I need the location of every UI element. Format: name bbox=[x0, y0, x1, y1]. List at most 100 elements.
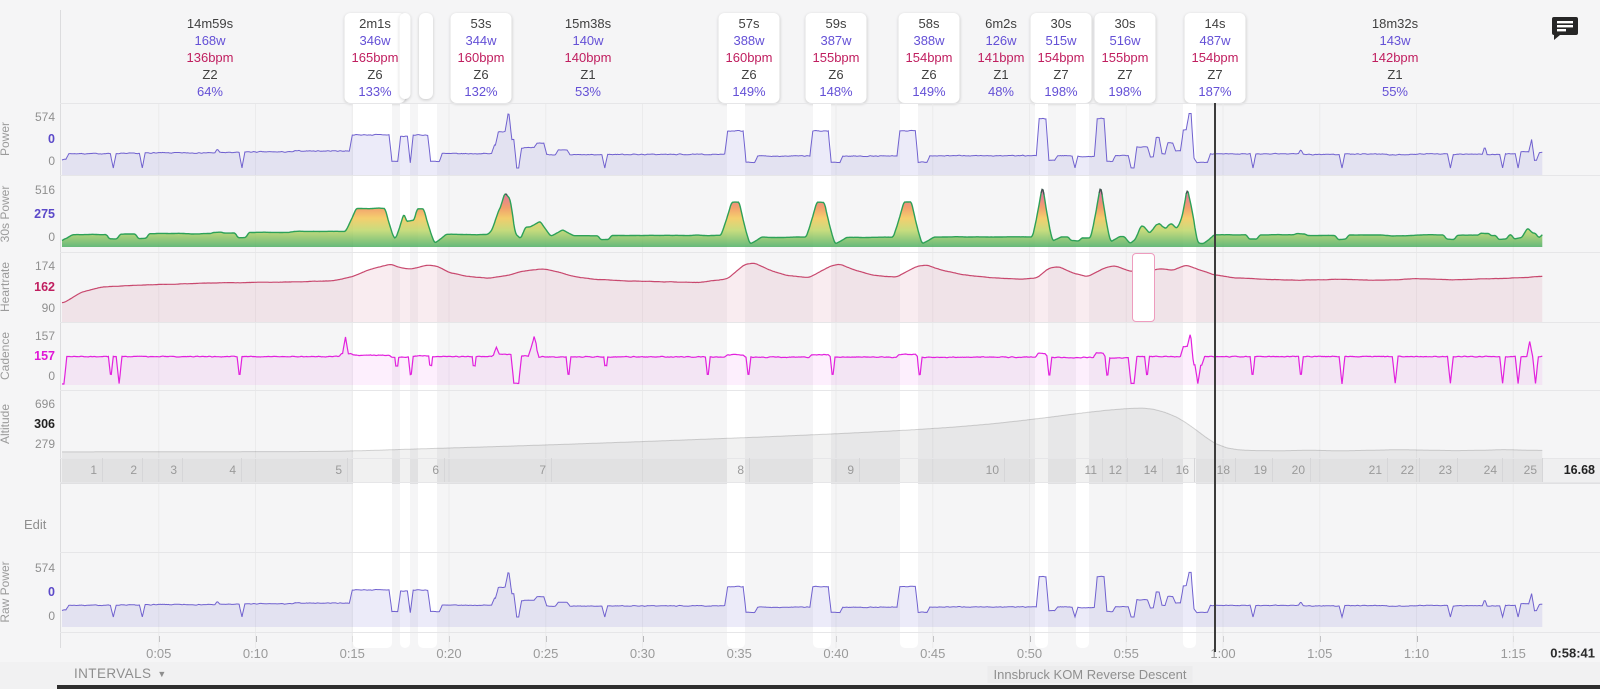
interval-pct-label: 133% bbox=[358, 84, 392, 99]
interval-hr-label: 155bpm bbox=[1101, 50, 1149, 65]
interval-card[interactable]: 14s 487w 154bpm Z7 187% bbox=[1184, 13, 1246, 103]
interval-power-label: 487w bbox=[1199, 33, 1231, 48]
axis-value-top: 516 bbox=[34, 183, 55, 198]
axis-value-mid: 0 bbox=[48, 132, 55, 146]
interval-number-cell[interactable]: 9 bbox=[750, 458, 860, 482]
interval-card[interactable]: 59s 387w 155bpm Z6 148% bbox=[805, 13, 867, 103]
interval-card[interactable]: 18m32s 143w 142bpm Z1 55% bbox=[1365, 13, 1426, 103]
interval-zone-label: Z1 bbox=[1387, 67, 1403, 82]
interval-hr-label: 154bpm bbox=[1037, 50, 1085, 65]
interval-pct-label: 149% bbox=[912, 84, 946, 99]
interval-card[interactable]: 15m38s 140w 140bpm Z1 53% bbox=[558, 13, 619, 103]
interval-pct-label: 148% bbox=[819, 84, 853, 99]
interval-power-label: 387w bbox=[820, 33, 852, 48]
interval-number-cell[interactable]: 18 bbox=[1195, 458, 1236, 482]
row-separator bbox=[60, 482, 1600, 483]
interval-duration-label: 14s bbox=[1204, 16, 1226, 31]
interval-number-cell[interactable]: 25 bbox=[1503, 458, 1543, 482]
interval-number-cell[interactable]: 22 bbox=[1388, 458, 1420, 482]
interval-number-cell[interactable]: 2 bbox=[103, 458, 143, 482]
interval-highlight-band[interactable] bbox=[353, 103, 392, 648]
interval-highlight-band[interactable] bbox=[400, 103, 410, 648]
interval-duration-label: 53s bbox=[470, 16, 492, 31]
interval-number-cell[interactable]: 12 bbox=[1103, 458, 1128, 482]
interval-number-cell[interactable]: 5 bbox=[242, 458, 348, 482]
intervals-button-label: INTERVALS bbox=[74, 666, 152, 681]
interval-duration-label: 59s bbox=[825, 16, 847, 31]
chevron-down-icon: ▼ bbox=[157, 668, 167, 679]
axis-value-top: 174 bbox=[34, 259, 55, 273]
interval-pct-label: 149% bbox=[732, 84, 766, 99]
row-separator bbox=[60, 632, 1600, 633]
interval-number-cell[interactable]: 23 bbox=[1420, 458, 1458, 482]
interval-zone-label: Z7 bbox=[1207, 67, 1223, 82]
interval-card[interactable]: 53s 344w 160bpm Z6 132% bbox=[450, 13, 512, 103]
axis-value-bottom: 279 bbox=[34, 437, 55, 452]
interval-power-label: 388w bbox=[913, 33, 945, 48]
interval-card[interactable]: 30s 516w 155bpm Z7 198% bbox=[1094, 13, 1156, 103]
interval-card[interactable]: 57s 388w 160bpm Z6 149% bbox=[718, 13, 780, 103]
interval-duration-label: 15m38s bbox=[564, 16, 612, 31]
time-tick-label: 1:05 bbox=[1307, 646, 1333, 661]
interval-power-label: 346w bbox=[359, 33, 391, 48]
interval-card[interactable]: 2m1s 346w 165bpm Z6 133% bbox=[344, 13, 406, 103]
cursor-time-value: 0:58:41 bbox=[1550, 645, 1595, 661]
interval-number-cell[interactable]: 21 bbox=[1311, 458, 1388, 482]
axis-gutter-p30: 30s Power 516 275 0 bbox=[0, 175, 60, 252]
chart-plot-region[interactable]: 1 2 3 4 5 6 7 8 9 10 11 12 14 16 18 19 20 21 22 23 24 25 bbox=[60, 103, 1600, 652]
dropdown-panel-edge bbox=[57, 685, 1600, 689]
interval-card[interactable]: 30s 515w 154bpm Z7 198% bbox=[1030, 13, 1092, 103]
interval-card[interactable] bbox=[419, 13, 433, 99]
chart-cursor-line[interactable] bbox=[1214, 103, 1216, 652]
axis-value-top: 157 bbox=[34, 328, 55, 343]
interval-hr-label: 160bpm bbox=[725, 50, 773, 65]
time-tick-label: 0:50 bbox=[1016, 646, 1043, 661]
interval-card[interactable]: 14m59s 168w 136bpm Z2 64% bbox=[180, 13, 241, 103]
interval-card[interactable]: 6m2s 126w 141bpm Z1 48% bbox=[971, 13, 1032, 103]
interval-pct-label: 53% bbox=[574, 84, 602, 99]
interval-number-cell[interactable]: 3 bbox=[143, 458, 183, 482]
interval-card[interactable] bbox=[399, 13, 411, 99]
interval-number-cell[interactable]: 10 bbox=[860, 458, 1005, 482]
time-tick-label: 1:00 bbox=[1210, 646, 1236, 661]
time-tick-label: 0:55 bbox=[1113, 646, 1139, 661]
power-chart bbox=[61, 113, 1543, 175]
axis-value-bottom: 0 bbox=[48, 229, 55, 244]
axis-gutter-hr: Heartrate 174 162 90 bbox=[0, 252, 60, 322]
interval-number-cell[interactable]: 1 bbox=[60, 458, 103, 482]
interval-number-cell[interactable]: 14 bbox=[1128, 458, 1163, 482]
interval-duration-label: 57s bbox=[738, 16, 760, 31]
interval-number-cell[interactable]: 8 bbox=[552, 458, 750, 482]
row-separator bbox=[60, 458, 1600, 459]
intervals-dropdown-button[interactable]: INTERVALS ▼ bbox=[66, 663, 175, 684]
selection-box[interactable] bbox=[1132, 253, 1155, 322]
axis-value-mid: 306 bbox=[34, 417, 55, 431]
interval-number-cell[interactable]: 7 bbox=[445, 458, 552, 482]
interval-number-cell[interactable]: 6 bbox=[348, 458, 445, 482]
comment-icon[interactable] bbox=[1551, 16, 1579, 40]
time-tick-label: 0:05 bbox=[146, 646, 172, 661]
footer-bar: INTERVALS ▼ Innsbruck KOM Reverse Descen… bbox=[0, 662, 1600, 689]
interval-number-cell[interactable]: 24 bbox=[1458, 458, 1503, 482]
interval-duration-label: 2m1s bbox=[359, 16, 391, 31]
plot-left-border bbox=[60, 10, 61, 648]
interval-number-cell[interactable]: 19 bbox=[1236, 458, 1273, 482]
interval-power-label: 168w bbox=[194, 33, 226, 48]
interval-number-cell[interactable]: 20 bbox=[1273, 458, 1311, 482]
interval-zone-label: Z6 bbox=[367, 67, 383, 82]
cursor-distance-value: 16.68 bbox=[1563, 463, 1595, 477]
time-tick-label: 0:45 bbox=[920, 646, 946, 661]
interval-number-cell[interactable]: 4 bbox=[183, 458, 242, 482]
interval-duration-label: 6m2s bbox=[985, 16, 1017, 31]
row-separator bbox=[60, 322, 1600, 323]
interval-number-cell[interactable]: 11 bbox=[1005, 458, 1103, 482]
interval-power-label: 143w bbox=[1379, 33, 1411, 48]
interval-number-cell[interactable]: 16 bbox=[1163, 458, 1195, 482]
interval-pct-label: 187% bbox=[1198, 84, 1232, 99]
interval-hr-label: 155bpm bbox=[812, 50, 860, 65]
interval-power-label: 140w bbox=[572, 33, 604, 48]
axis-gutter-alt: Altitude 696 306 279 bbox=[0, 390, 60, 458]
interval-card[interactable]: 58s 388w 154bpm Z6 149% bbox=[898, 13, 960, 103]
edit-row-label: Edit bbox=[24, 517, 47, 532]
axis-value-top: 574 bbox=[34, 110, 55, 125]
